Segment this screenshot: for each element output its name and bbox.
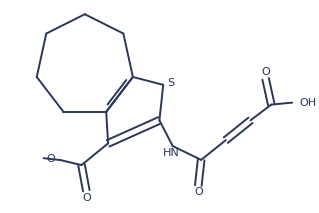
Text: HN: HN	[162, 148, 179, 158]
Text: S: S	[167, 78, 174, 88]
Text: O: O	[261, 67, 270, 77]
Text: OH: OH	[300, 98, 317, 108]
Text: O: O	[46, 154, 55, 164]
Text: O: O	[82, 193, 91, 203]
Text: O: O	[194, 187, 203, 197]
